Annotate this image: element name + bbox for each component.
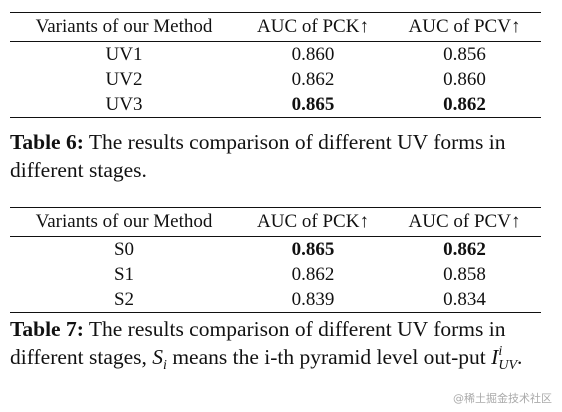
caption-label: Table 7: bbox=[10, 317, 84, 341]
cell: 0.865 bbox=[291, 94, 335, 115]
math-symbol: S bbox=[152, 345, 164, 369]
header-cell: Variants of our Method bbox=[35, 16, 213, 37]
math-symbol: I bbox=[491, 345, 499, 369]
cell: 0.862 bbox=[291, 69, 335, 90]
header-cell: AUC of PCV↑ bbox=[408, 16, 521, 37]
caption-text: The results comparison of different UV f… bbox=[10, 130, 506, 182]
caption: Table 6: The results comparison of diffe… bbox=[10, 128, 550, 184]
caption-label: Table 6: bbox=[10, 130, 84, 154]
header-cell: AUC of PCK↑ bbox=[257, 211, 369, 232]
math-subscript: i bbox=[163, 358, 167, 374]
cell: 0.860 bbox=[443, 69, 486, 90]
caption-text: The results comparison of different UV f… bbox=[10, 317, 506, 369]
cell: 0.858 bbox=[443, 264, 486, 285]
caption-text: means the i-th pyramid level out-put bbox=[172, 345, 486, 369]
cell: 0.839 bbox=[291, 289, 335, 310]
cell: 0.862 bbox=[443, 239, 486, 260]
cell: UV1 bbox=[105, 44, 143, 65]
watermark: @稀土掘金技术社区 bbox=[453, 392, 552, 405]
cell: S1 bbox=[113, 264, 135, 285]
cell: 0.865 bbox=[291, 239, 335, 260]
cell: S0 bbox=[113, 239, 135, 260]
table-6: Variants of our Method AUC of PCK↑ AUC o… bbox=[10, 12, 541, 118]
cell: S2 bbox=[113, 289, 135, 310]
math-subscript: UV bbox=[498, 358, 517, 374]
caption: Table 7: The results comparison of diffe… bbox=[10, 315, 550, 380]
table-7: Variants of our Method AUC of PCK↑ AUC o… bbox=[10, 207, 541, 313]
math-superscript: i bbox=[498, 344, 503, 360]
cell: UV2 bbox=[105, 69, 143, 90]
cell: UV3 bbox=[105, 94, 143, 115]
cell: 0.856 bbox=[443, 44, 486, 65]
header-cell: Variants of our Method bbox=[35, 211, 213, 232]
cell: 0.862 bbox=[443, 94, 486, 115]
caption-text: . bbox=[517, 345, 523, 369]
cell: 0.860 bbox=[291, 44, 335, 65]
cell: 0.834 bbox=[443, 289, 486, 310]
header-cell: AUC of PCV↑ bbox=[408, 211, 521, 232]
cell: 0.862 bbox=[291, 264, 335, 285]
header-cell: AUC of PCK↑ bbox=[257, 16, 369, 37]
